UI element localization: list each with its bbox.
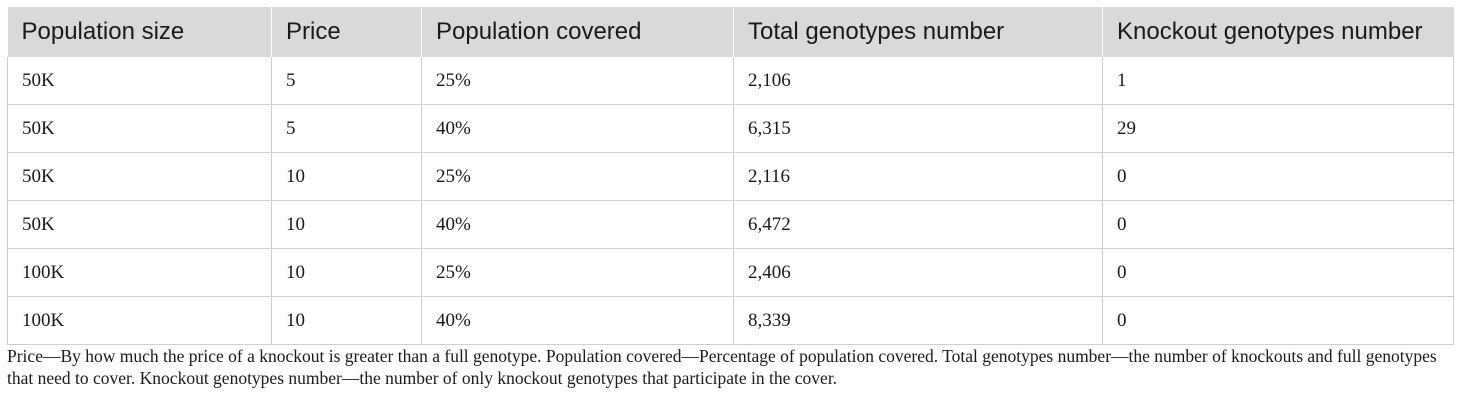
cell-knockout-genotypes-number: 1 [1102,57,1454,105]
cell-population-covered: 40% [421,200,734,249]
header-population-size: Population size [7,7,272,57]
table-row: 100K 10 40% 8,339 0 [7,296,1454,345]
cell-population-size: 100K [7,296,272,345]
cell-price: 5 [271,57,422,105]
cell-knockout-genotypes-number: 0 [1102,200,1454,249]
cell-price: 10 [271,152,422,201]
cell-population-covered: 25% [421,152,734,201]
header-price: Price [271,7,422,57]
cell-population-covered: 40% [421,296,734,345]
cell-total-genotypes-number: 2,116 [733,152,1103,201]
cell-price: 5 [271,104,422,153]
header-knockout-genotypes-number: Knockout genotypes number [1102,7,1454,57]
cell-population-size: 50K [7,152,272,201]
cell-knockout-genotypes-number: 0 [1102,296,1454,345]
table-row: 50K 5 25% 2,106 1 [7,57,1454,105]
cell-population-size: 50K [7,104,272,153]
table-row: 50K 10 25% 2,116 0 [7,152,1454,201]
cell-total-genotypes-number: 6,472 [733,200,1103,249]
data-table: Population size Price Population covered… [7,7,1454,345]
cell-population-covered: 25% [421,248,734,297]
header-total-genotypes-number: Total genotypes number [733,7,1103,57]
table-footnote: Price—By how much the price of a knockou… [7,346,1437,388]
cell-price: 10 [271,248,422,297]
table-row: 100K 10 25% 2,406 0 [7,248,1454,297]
cell-total-genotypes-number: 2,106 [733,57,1103,105]
cell-population-size: 50K [7,57,272,105]
cell-population-size: 100K [7,248,272,297]
table-body: 50K 5 25% 2,106 1 50K 5 40% 6,315 29 50K… [7,57,1454,345]
table-row: 50K 5 40% 6,315 29 [7,104,1454,153]
table-row: 50K 10 40% 6,472 0 [7,200,1454,249]
cell-knockout-genotypes-number: 0 [1102,248,1454,297]
header-row: Population size Price Population covered… [7,7,1454,57]
cell-population-covered: 40% [421,104,734,153]
header-population-covered: Population covered [421,7,734,57]
cell-price: 10 [271,200,422,249]
cell-knockout-genotypes-number: 0 [1102,152,1454,201]
table-header: Population size Price Population covered… [7,7,1454,57]
cell-total-genotypes-number: 6,315 [733,104,1103,153]
cell-knockout-genotypes-number: 29 [1102,104,1454,153]
data-table-container: Population size Price Population covered… [7,7,1454,345]
cell-population-covered: 25% [421,57,734,105]
cell-price: 10 [271,296,422,345]
cell-total-genotypes-number: 2,406 [733,248,1103,297]
cell-population-size: 50K [7,200,272,249]
cell-total-genotypes-number: 8,339 [733,296,1103,345]
